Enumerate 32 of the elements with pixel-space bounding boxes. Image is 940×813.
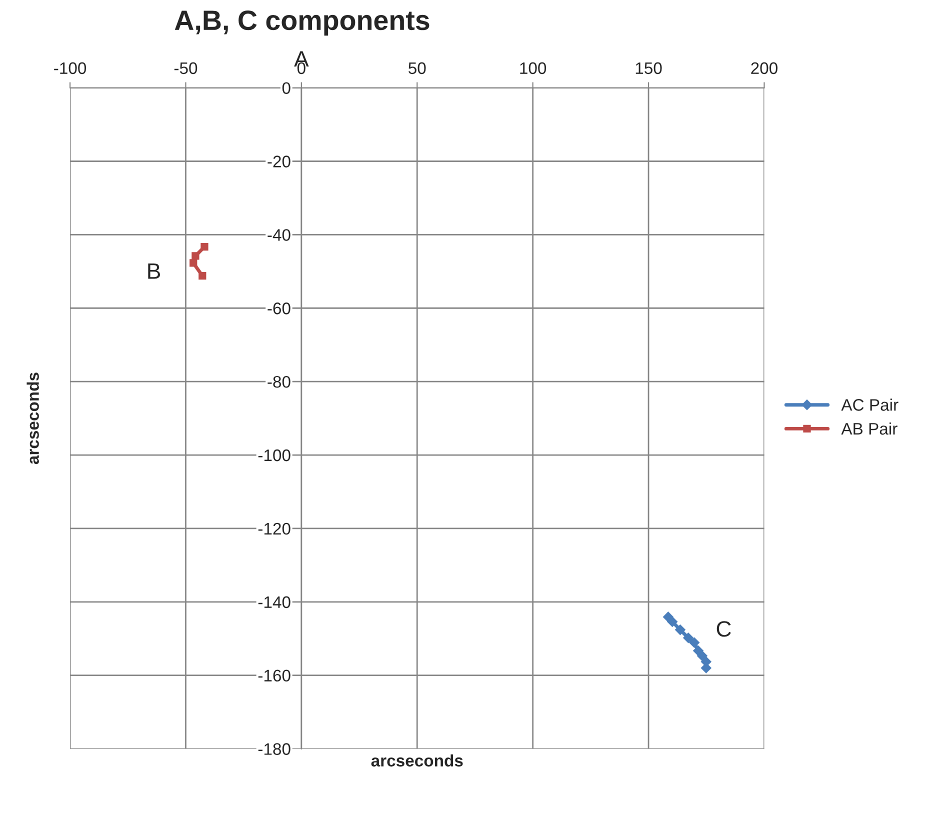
point bbox=[200, 242, 208, 251]
point bbox=[192, 252, 200, 260]
y-tick-label: 0 bbox=[282, 82, 290, 94]
y-tick-label: -120 bbox=[258, 522, 290, 535]
y-tick-label: -180 bbox=[258, 743, 290, 755]
legend-label: AC Pair bbox=[841, 398, 898, 411]
point bbox=[667, 616, 678, 627]
annotation: C bbox=[716, 621, 731, 637]
x-tick-label: 200 bbox=[751, 62, 778, 74]
point bbox=[689, 638, 700, 648]
point bbox=[190, 259, 198, 267]
chart-title: A,B, C components bbox=[174, 10, 430, 36]
y-tick-label: -60 bbox=[268, 302, 290, 314]
y-tick-label: -100 bbox=[258, 449, 290, 462]
y-axis-title: arcseconds bbox=[26, 372, 39, 464]
x-tick-label: 150 bbox=[636, 62, 662, 74]
y-tick-label: -160 bbox=[258, 670, 290, 682]
y-tick-label: -140 bbox=[258, 596, 290, 608]
x-tick-label: 50 bbox=[408, 62, 426, 74]
legend-label: AB Pair bbox=[841, 422, 898, 435]
y-tick-label: -80 bbox=[268, 376, 290, 388]
x-tick-label: -100 bbox=[54, 62, 86, 74]
y-tick-label: -40 bbox=[268, 229, 290, 241]
x-axis-title: arcseconds bbox=[371, 754, 463, 767]
point bbox=[198, 272, 206, 280]
y-tick-label: -20 bbox=[268, 156, 290, 168]
point bbox=[675, 624, 686, 635]
point bbox=[683, 632, 694, 643]
x-tick-label: -50 bbox=[174, 62, 198, 74]
annotation: B bbox=[148, 263, 160, 279]
x-tick-label: 100 bbox=[520, 62, 546, 74]
point bbox=[697, 650, 708, 661]
